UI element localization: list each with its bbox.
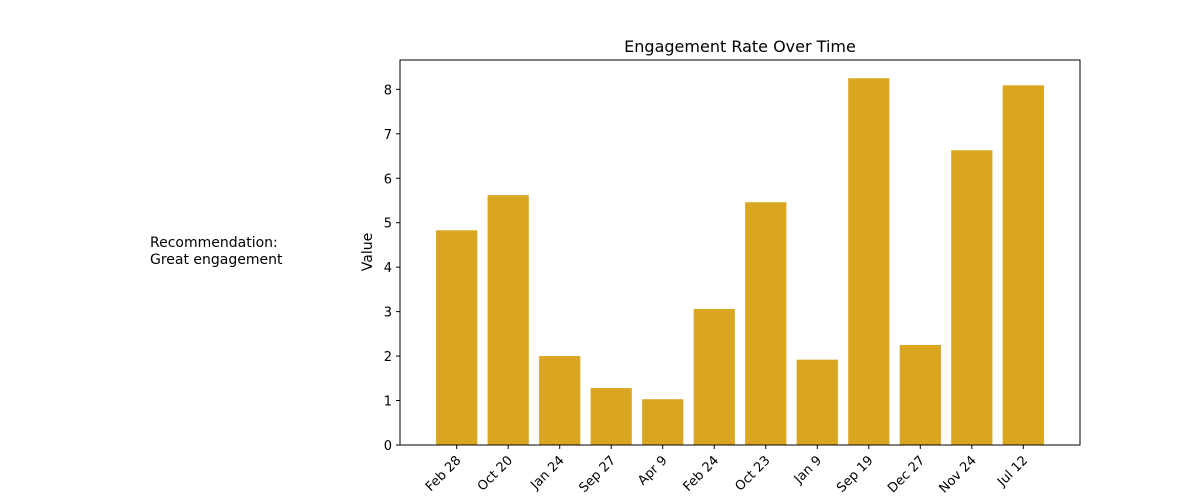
- bar-oct-23: [745, 202, 787, 445]
- bar-sep-27: [590, 388, 632, 445]
- y-tick-label: 3: [384, 306, 392, 321]
- x-tick-label: Oct 23: [732, 453, 773, 494]
- bars-group: [436, 78, 1044, 445]
- x-tick-label: Apr 9: [635, 453, 670, 488]
- recommendation-label: Recommendation:: [150, 235, 278, 251]
- bar-feb-28: [436, 230, 478, 445]
- x-axis: Feb 28 Oct 20 Jan 24 Sep 27 Apr 9 Feb 24 Oct 2…: [423, 445, 1031, 496]
- x-tick-label: Feb 28: [423, 453, 465, 495]
- y-tick-label: 1: [384, 395, 392, 410]
- y-tick-label: 8: [384, 83, 392, 98]
- y-tick-label: 2: [384, 350, 392, 365]
- y-tick-label: 6: [384, 172, 392, 187]
- x-tick-label: Jul 12: [994, 453, 1031, 490]
- y-tick-label: 0: [384, 439, 392, 454]
- x-tick-label: Jan 9: [791, 453, 825, 487]
- y-axis: 0 1 2 3 4 5 6 7 8: [384, 83, 400, 454]
- y-axis-label: Value: [360, 233, 376, 271]
- x-tick-label: Feb 24: [681, 453, 723, 495]
- x-tick-label: Sep 19: [834, 453, 877, 496]
- bar-apr-9: [642, 399, 684, 445]
- x-tick-label: Nov 24: [936, 453, 979, 496]
- chart-title: Engagement Rate Over Time: [624, 37, 856, 56]
- x-tick-label: Dec 27: [885, 453, 928, 496]
- bar-jan-9: [796, 359, 838, 445]
- x-tick-label: Oct 20: [475, 453, 516, 494]
- x-tick-label: Jan 24: [527, 453, 567, 493]
- y-tick-label: 7: [384, 128, 392, 143]
- bar-jan-24: [539, 356, 581, 445]
- bar-jul-12: [1002, 85, 1044, 445]
- bar-oct-20: [487, 195, 529, 445]
- recommendation-value: Great engagement: [150, 252, 283, 268]
- y-tick-label: 4: [384, 261, 392, 276]
- y-tick-label: 5: [384, 217, 392, 232]
- bar-nov-24: [951, 150, 993, 445]
- bar-dec-27: [899, 344, 941, 445]
- x-tick-label: Sep 27: [576, 453, 619, 496]
- plot-frame: [399, 59, 1081, 446]
- bar-sep-19: [848, 78, 890, 445]
- recommendation-note: Recommendation: Great engagement: [150, 235, 283, 269]
- bar-feb-24: [693, 308, 735, 445]
